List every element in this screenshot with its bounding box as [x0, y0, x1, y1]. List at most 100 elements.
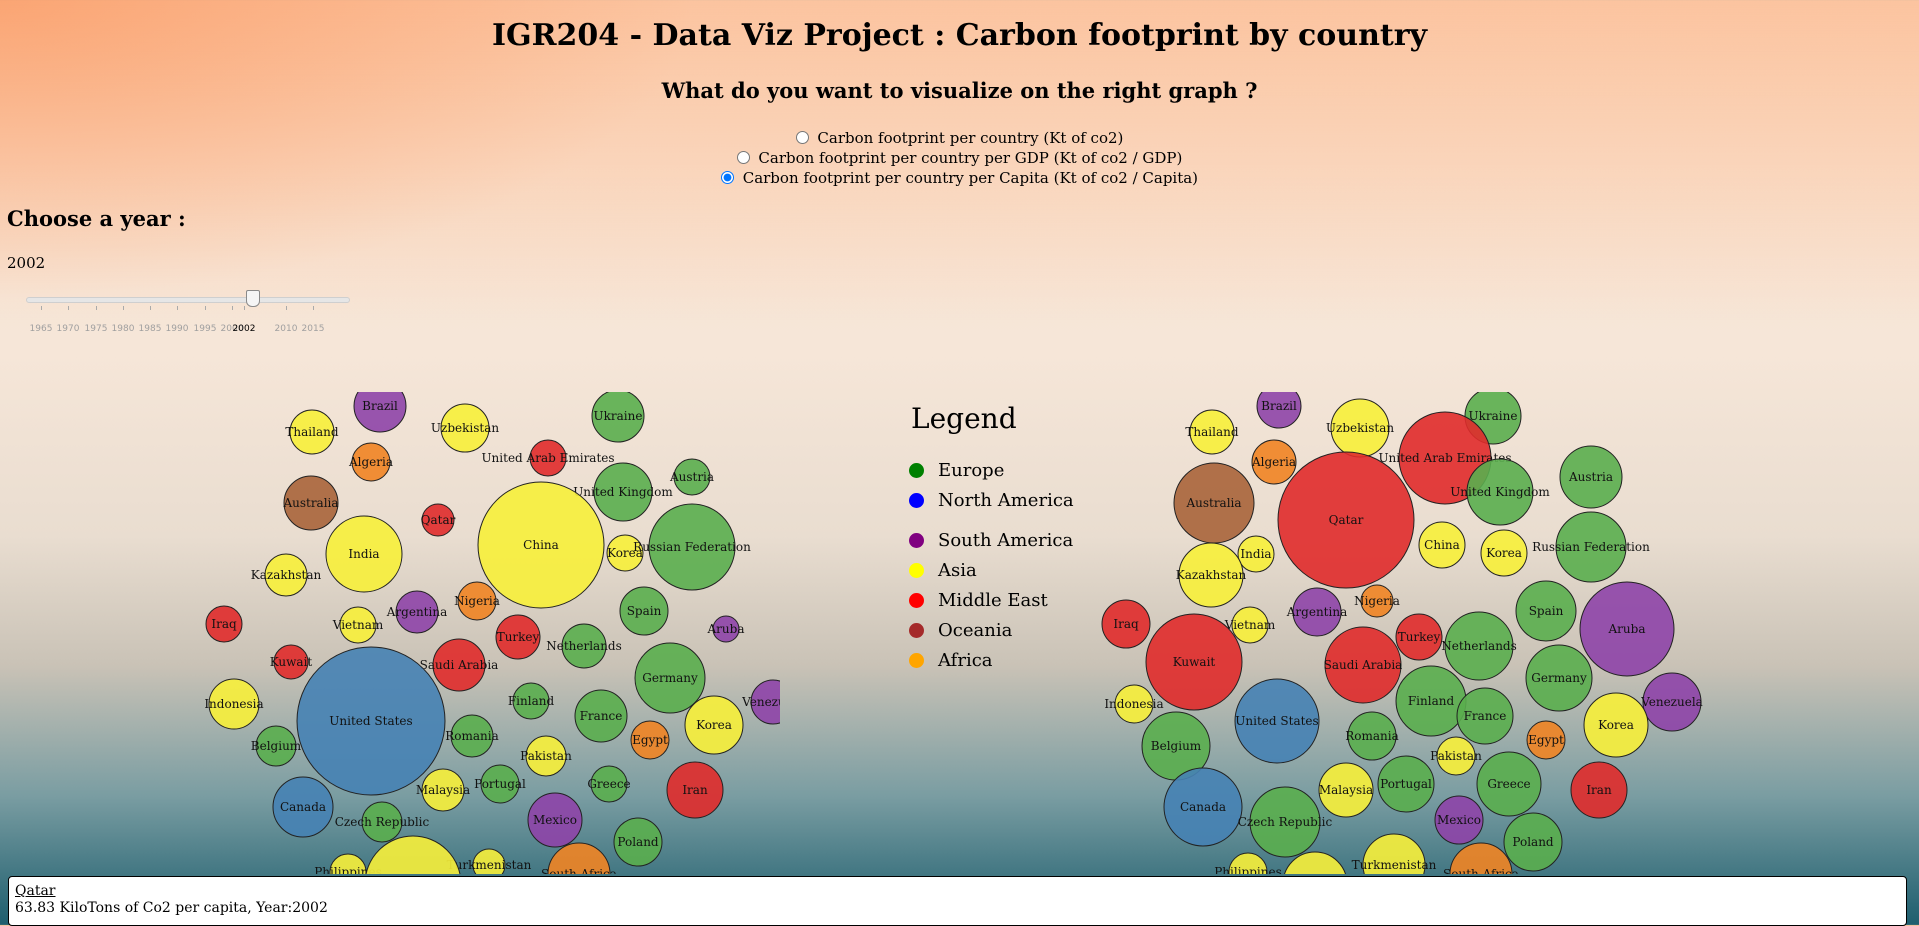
country-bubble-circle[interactable]	[684, 695, 744, 755]
country-bubble-circle[interactable]	[574, 689, 628, 743]
country-bubble[interactable]: Malaysia	[416, 768, 470, 812]
country-bubble-circle[interactable]	[750, 679, 780, 725]
country-bubble[interactable]: Spain	[1515, 580, 1577, 642]
option-per-gdp[interactable]: Carbon footprint per country per GDP (Kt…	[0, 148, 1919, 168]
country-bubble[interactable]: Aruba	[707, 615, 745, 643]
country-bubble-circle[interactable]	[361, 801, 403, 843]
country-bubble-circle[interactable]	[1583, 692, 1649, 758]
country-bubble[interactable]: Kuwait	[1145, 613, 1243, 711]
country-bubble[interactable]: India	[1237, 535, 1275, 573]
country-bubble-circle[interactable]	[1237, 535, 1275, 573]
country-bubble[interactable]: Thailand	[285, 409, 339, 455]
country-bubble[interactable]: China	[477, 481, 605, 609]
country-bubble[interactable]: Czech Republic	[335, 801, 430, 843]
country-bubble[interactable]: United Kingdom	[573, 462, 673, 522]
country-bubble-circle[interactable]	[512, 682, 550, 720]
country-bubble-circle[interactable]	[606, 534, 644, 572]
country-bubble[interactable]: Russian Federation	[633, 503, 751, 591]
country-bubble-circle[interactable]	[648, 503, 736, 591]
country-bubble-circle[interactable]	[273, 644, 309, 680]
country-bubble-circle[interactable]	[440, 403, 490, 453]
country-bubble[interactable]: Turkmenistan	[1352, 833, 1437, 874]
country-bubble-circle[interactable]	[472, 848, 506, 874]
country-bubble[interactable]: Algeria	[1251, 439, 1297, 485]
country-bubble[interactable]: Germany	[1525, 644, 1593, 712]
country-bubble[interactable]: Portugal	[1377, 755, 1435, 813]
country-bubble-circle[interactable]	[1145, 613, 1243, 711]
country-bubble-circle[interactable]	[1228, 852, 1268, 874]
country-bubble[interactable]: India	[325, 515, 403, 593]
country-bubble-circle[interactable]	[1277, 451, 1415, 589]
country-bubble-circle[interactable]	[1292, 587, 1342, 637]
country-bubble[interactable]: United Arab Emirates	[1378, 411, 1512, 505]
country-bubble-circle[interactable]	[619, 586, 669, 636]
country-bubble[interactable]: Argentina	[386, 590, 447, 634]
country-bubble[interactable]: Turkey	[495, 614, 541, 660]
year-slider-track[interactable]	[26, 297, 350, 303]
country-bubble-circle[interactable]	[1480, 529, 1528, 577]
country-bubble[interactable]: Saudi Arabia	[420, 638, 499, 692]
country-bubble[interactable]: Netherlands	[1441, 611, 1517, 681]
country-bubble[interactable]: Venezuela	[741, 679, 780, 725]
country-bubble-circle[interactable]	[1395, 613, 1443, 661]
country-bubble[interactable]: Finland	[508, 682, 555, 720]
country-bubble[interactable]: Pakistan	[520, 735, 572, 777]
country-bubble[interactable]: Ukraine	[591, 392, 645, 443]
country-bubble[interactable]: Iran	[1570, 761, 1628, 819]
country-bubble-circle[interactable]	[432, 638, 486, 692]
country-bubble-circle[interactable]	[1555, 511, 1627, 583]
country-bubble[interactable]: Nigeria	[454, 581, 500, 621]
country-bubble-circle[interactable]	[1231, 606, 1269, 644]
country-bubble[interactable]: Mexico	[1434, 795, 1484, 845]
country-bubble[interactable]: United Arab Emirates	[481, 439, 615, 477]
country-bubble[interactable]: Greece	[587, 765, 631, 803]
country-bubble-circle[interactable]	[590, 765, 628, 803]
country-bubble-circle[interactable]	[296, 646, 446, 796]
country-bubble[interactable]: Japan	[1283, 851, 1347, 874]
country-bubble-circle[interactable]	[1398, 411, 1492, 505]
country-bubble-circle[interactable]	[477, 481, 605, 609]
country-bubble-circle[interactable]	[666, 761, 724, 819]
country-bubble[interactable]: Poland	[1503, 812, 1563, 872]
country-bubble[interactable]: Philippines	[314, 853, 382, 874]
country-bubble[interactable]: Korea	[684, 695, 744, 755]
country-bubble[interactable]: France	[574, 689, 628, 743]
country-bubble[interactable]: United States	[1234, 678, 1320, 764]
country-bubble-circle[interactable]	[1642, 672, 1702, 732]
country-bubble-circle[interactable]	[480, 764, 520, 804]
country-bubble[interactable]: Turkmenistan	[447, 848, 532, 874]
country-bubble[interactable]: Kuwait	[270, 644, 313, 680]
country-bubble[interactable]: France	[1456, 687, 1514, 745]
country-bubble-circle[interactable]	[325, 515, 403, 593]
country-bubble[interactable]: Australia	[282, 475, 339, 531]
country-bubble[interactable]: South Africa	[541, 842, 617, 874]
country-bubble[interactable]: Algeria	[348, 442, 393, 482]
country-bubble[interactable]: Japan	[365, 835, 461, 874]
country-bubble-circle[interactable]	[1318, 762, 1374, 818]
country-bubble[interactable]: Kazakhstan	[1176, 542, 1247, 608]
country-bubble[interactable]: Iraq	[1101, 599, 1151, 649]
country-bubble[interactable]: Kazakhstan	[251, 553, 322, 597]
country-bubble-circle[interactable]	[264, 553, 308, 597]
country-bubble[interactable]: Belgium	[1141, 711, 1211, 781]
country-bubble-circle[interactable]	[561, 623, 607, 669]
country-bubble-circle[interactable]	[395, 590, 439, 634]
country-bubble-circle[interactable]	[1449, 842, 1513, 874]
country-bubble[interactable]: Netherlands	[546, 623, 622, 669]
country-bubble[interactable]: Canada	[1163, 767, 1243, 847]
country-bubble[interactable]: Philippines	[1214, 852, 1282, 874]
country-bubble[interactable]: Korea	[606, 534, 644, 572]
country-bubble-circle[interactable]	[1234, 678, 1320, 764]
country-bubble-circle[interactable]	[1456, 687, 1514, 745]
country-bubble-circle[interactable]	[1114, 684, 1154, 724]
country-bubble[interactable]: Thailand	[1185, 409, 1239, 455]
country-bubble-circle[interactable]	[1570, 761, 1628, 819]
country-bubble[interactable]: Australia	[1173, 462, 1255, 544]
country-bubble[interactable]: Brazil	[1256, 392, 1302, 429]
country-bubble-circle[interactable]	[1526, 720, 1566, 760]
country-bubble-circle[interactable]	[255, 725, 297, 767]
country-bubble-circle[interactable]	[712, 615, 740, 643]
country-bubble-circle[interactable]	[1559, 445, 1623, 509]
country-bubble-circle[interactable]	[339, 606, 377, 644]
country-bubble[interactable]: Qatar	[421, 503, 456, 537]
